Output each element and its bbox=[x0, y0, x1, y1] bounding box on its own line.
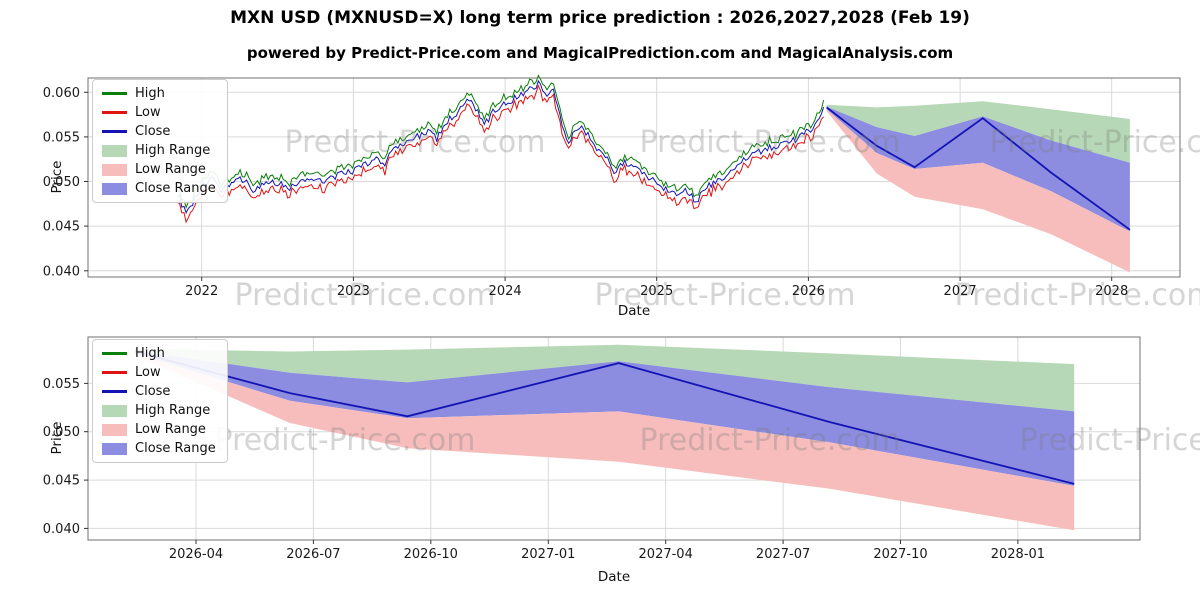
x-tick-label: 2027 bbox=[944, 284, 977, 299]
watermark-text: Predict-Price.com bbox=[215, 423, 476, 458]
x-tick-label: 2026-07 bbox=[286, 547, 340, 562]
x-tick-label: 2028 bbox=[1095, 284, 1128, 299]
legend-label: Low bbox=[135, 365, 161, 380]
y-tick-label: 0.055 bbox=[43, 130, 80, 145]
chart-title: MXN USD (MXNUSD=X) long term price predi… bbox=[230, 8, 970, 28]
top-legend: High Low Close High Range Low Range Close Ran… bbox=[92, 79, 228, 203]
legend-label: Close Range bbox=[135, 441, 216, 456]
bottom-x-axis-label: Date bbox=[597, 569, 631, 585]
bottom-legend: High Low Close High Range Low Range Close Ran… bbox=[92, 339, 228, 463]
x-tick-label: 2024 bbox=[489, 284, 522, 299]
low-line bbox=[177, 84, 824, 224]
legend-item-high: High bbox=[102, 86, 216, 101]
x-tick-label: 2028-01 bbox=[991, 547, 1045, 562]
y-tick-label: 0.040 bbox=[43, 264, 80, 279]
high-range-band bbox=[826, 101, 1130, 163]
x-tick-label: 2025 bbox=[640, 284, 673, 299]
legend-line-swatch bbox=[102, 352, 127, 355]
close-forecast-line bbox=[826, 106, 1131, 231]
legend-line-swatch bbox=[102, 390, 127, 393]
legend-patch-swatch bbox=[102, 182, 127, 195]
legend-item-low-range: Low Range bbox=[102, 422, 216, 437]
legend-patch-swatch bbox=[102, 404, 127, 417]
y-tick-label: 0.045 bbox=[43, 220, 80, 235]
close-line bbox=[177, 79, 825, 215]
x-tick-label: 2023 bbox=[337, 284, 370, 299]
watermark-text: Predict-Price.com bbox=[990, 125, 1200, 160]
top-y-axis-label: Price bbox=[49, 160, 65, 194]
legend-label: High Range bbox=[135, 403, 211, 418]
legend-label: Low bbox=[135, 105, 161, 120]
high-range-band bbox=[135, 344, 1075, 412]
x-tick-label: 2027-01 bbox=[521, 547, 575, 562]
x-tick-label: 2022 bbox=[185, 284, 218, 299]
x-tick-label: 2027-10 bbox=[873, 547, 927, 562]
legend-item-high: High bbox=[102, 346, 216, 361]
y-tick-label: 0.055 bbox=[43, 377, 80, 392]
legend-item-close: Close bbox=[102, 384, 216, 399]
legend-patch-swatch bbox=[102, 144, 127, 157]
watermark-text: Predict-Price.com bbox=[955, 278, 1200, 313]
legend-line-swatch bbox=[102, 92, 127, 95]
close-range-band bbox=[826, 106, 1130, 232]
close-range-band bbox=[135, 350, 1075, 486]
legend-label: Close bbox=[135, 384, 171, 399]
watermark-text: Predict-Price.com bbox=[1020, 423, 1200, 458]
legend-patch-swatch bbox=[102, 163, 127, 176]
legend-item-low: Low bbox=[102, 105, 216, 120]
legend-label: Close bbox=[135, 124, 171, 139]
y-tick-label: 0.050 bbox=[43, 425, 80, 440]
x-tick-label: 2027-07 bbox=[756, 547, 810, 562]
legend-item-close: Close bbox=[102, 124, 216, 139]
legend-label: Low Range bbox=[135, 162, 206, 177]
legend-label: High bbox=[135, 86, 165, 101]
legend-item-high-range: High Range bbox=[102, 143, 216, 158]
y-tick-label: 0.040 bbox=[43, 522, 80, 537]
legend-label: High Range bbox=[135, 143, 211, 158]
legend-line-swatch bbox=[102, 111, 127, 114]
high-line bbox=[177, 74, 825, 209]
legend-line-swatch bbox=[102, 130, 127, 133]
x-tick-label: 2026 bbox=[792, 284, 825, 299]
x-tick-label: 2026-04 bbox=[169, 547, 223, 562]
watermark-text: Predict-Price.com bbox=[640, 423, 901, 458]
plot-border bbox=[87, 77, 1181, 278]
y-tick-label: 0.050 bbox=[43, 175, 80, 190]
legend-item-low: Low bbox=[102, 365, 216, 380]
legend-item-low-range: Low Range bbox=[102, 162, 216, 177]
watermark-text: Predict-Price.com bbox=[595, 278, 856, 313]
legend-label: Close Range bbox=[135, 181, 216, 196]
x-tick-label: 2026-10 bbox=[404, 547, 458, 562]
chart-subtitle: powered by Predict-Price.com and Magical… bbox=[246, 44, 954, 62]
low-range-band bbox=[826, 109, 1130, 273]
watermark-text: Predict-Price.com bbox=[235, 278, 496, 313]
close-forecast-line bbox=[134, 350, 1075, 485]
legend-line-swatch bbox=[102, 371, 127, 374]
legend-patch-swatch bbox=[102, 442, 127, 455]
plot-border bbox=[87, 336, 1141, 541]
low-range-band bbox=[135, 353, 1075, 531]
watermark-text: Predict-Price.com bbox=[285, 125, 546, 160]
x-tick-label: 2027-04 bbox=[639, 547, 693, 562]
top-x-axis-label: Date bbox=[617, 303, 651, 319]
legend-item-close-range: Close Range bbox=[102, 181, 216, 196]
legend-label: High bbox=[135, 346, 165, 361]
legend-item-close-range: Close Range bbox=[102, 441, 216, 456]
y-tick-label: 0.045 bbox=[43, 474, 80, 489]
legend-item-high-range: High Range bbox=[102, 403, 216, 418]
bottom-y-axis-label: Price bbox=[49, 421, 65, 455]
legend-label: Low Range bbox=[135, 422, 206, 437]
legend-patch-swatch bbox=[102, 423, 127, 436]
y-tick-label: 0.060 bbox=[43, 86, 80, 101]
watermark-text: Predict-Price.com bbox=[640, 125, 901, 160]
